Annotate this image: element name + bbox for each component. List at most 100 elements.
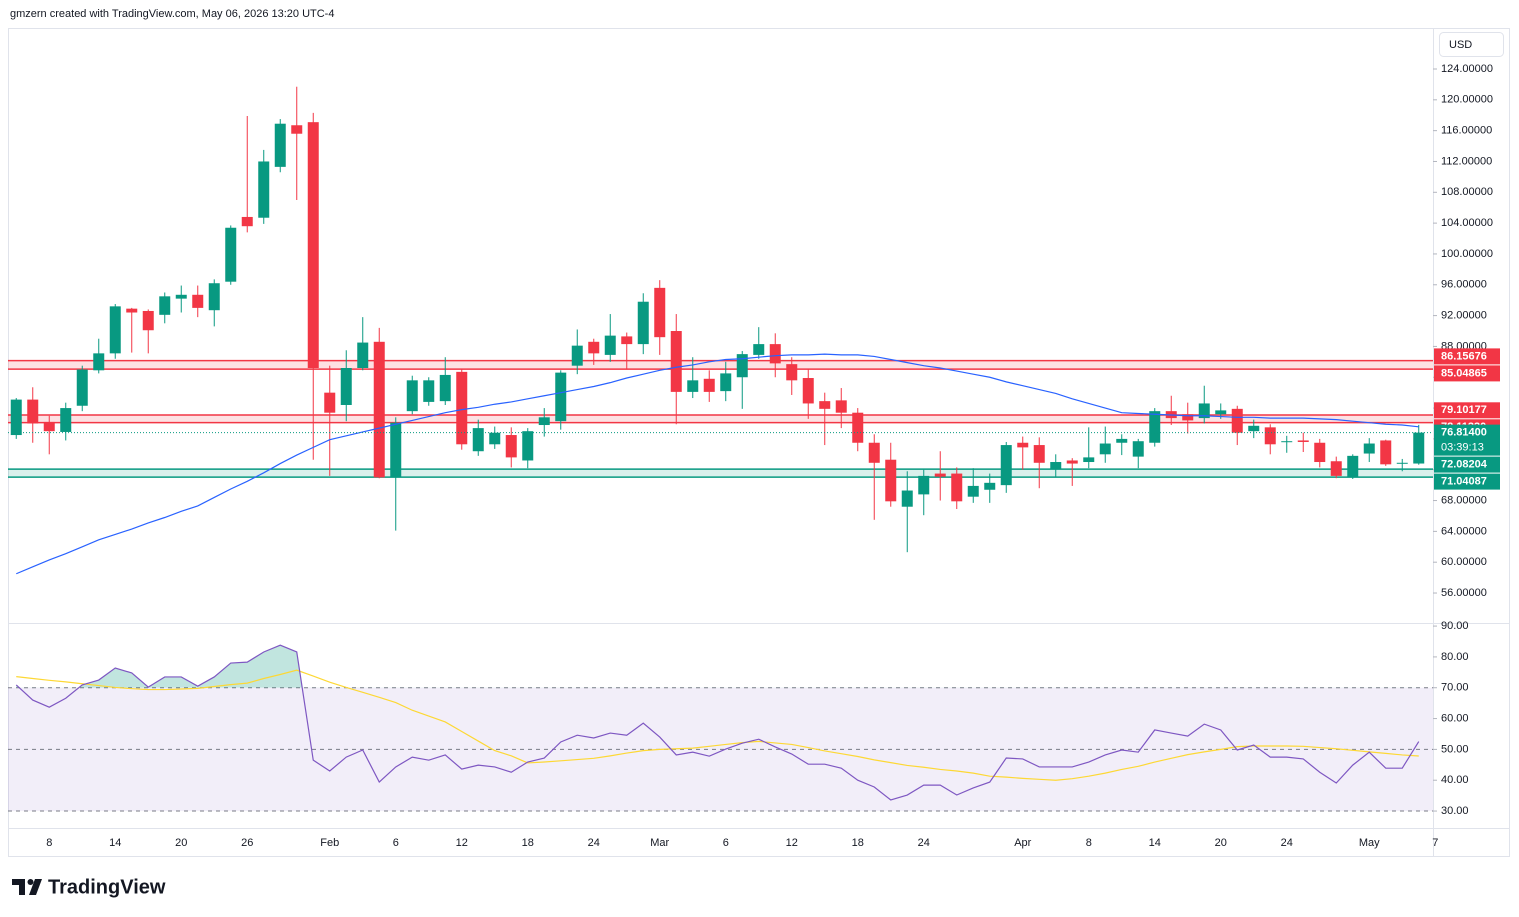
zone-price-label: 79.10177 (1441, 404, 1487, 416)
x-tick-label: 18 (852, 837, 864, 849)
rsi-tick-label: 50.00 (1441, 743, 1469, 755)
x-tick-label: 6 (393, 837, 399, 849)
candle-body (951, 473, 963, 502)
candle-body (208, 283, 220, 311)
x-tick-label: 24 (588, 837, 600, 849)
x-tick-label: 20 (1215, 837, 1227, 849)
x-tick-label: 6 (723, 837, 729, 849)
rsi-ma-line (16, 669, 1419, 781)
candle-body (1380, 440, 1392, 465)
last-price-label: 76.81400 (1441, 427, 1487, 439)
rsi-tick-label: 90.00 (1441, 620, 1469, 632)
candle-body (357, 342, 369, 368)
candle-body (852, 412, 864, 443)
candle-body (1347, 455, 1359, 477)
candle-body (291, 125, 303, 134)
candle-body (1363, 443, 1375, 454)
rsi-line (15, 644, 1420, 801)
rsi-tick-label: 30.00 (1441, 805, 1469, 817)
x-tick-label: 8 (1086, 837, 1092, 849)
candle-body (654, 287, 666, 338)
candle-body (324, 392, 336, 413)
candle-body (984, 482, 996, 490)
chart-frame (8, 28, 1510, 857)
candle-body (439, 374, 451, 402)
price-tick-label: 120.00000 (1441, 94, 1493, 106)
zone-price-box (1434, 456, 1500, 473)
price-tick-label: 68.00000 (1441, 494, 1487, 506)
rsi-tick-label: 60.00 (1441, 712, 1469, 724)
x-tick-label: Mar (650, 837, 669, 849)
x-tick-label: 24 (918, 837, 930, 849)
x-tick-label: 24 (1281, 837, 1293, 849)
candle-body (1330, 461, 1342, 476)
rsi-tick-label: 70.00 (1441, 682, 1469, 694)
candle-body (1215, 410, 1227, 415)
price-pane (8, 86, 1433, 575)
candle-body (258, 161, 270, 218)
candle-body (1083, 457, 1095, 463)
logo-v (29, 879, 42, 895)
zone-price-box (1434, 402, 1500, 419)
candle-body (885, 459, 897, 502)
brand-logo (12, 879, 42, 895)
candle-body (489, 432, 501, 445)
candle-body (1050, 462, 1062, 469)
logo-t (12, 879, 25, 895)
candle-body (687, 380, 699, 392)
candle-body (93, 353, 105, 371)
zone-price-label: 86.15676 (1441, 350, 1487, 362)
candle-body (835, 400, 847, 413)
candle-body (60, 408, 72, 432)
price-tick-label: 116.00000 (1441, 125, 1492, 137)
candle-body (1297, 440, 1309, 442)
zone-fill (8, 414, 1433, 423)
logo-dot (27, 879, 34, 885)
x-tick-label: 7 (1432, 837, 1438, 849)
candle-body (1281, 441, 1293, 443)
candle-body (225, 227, 237, 282)
sma-line (16, 353, 1419, 575)
candle-body (802, 378, 814, 404)
candle-body (637, 301, 649, 345)
candle-body (76, 369, 88, 406)
x-tick-label: 8 (46, 837, 52, 849)
candle-body (1149, 411, 1161, 443)
candle-body (538, 417, 550, 426)
rsi-pane (8, 644, 1433, 812)
x-tick-label: 14 (109, 837, 121, 849)
candle-body (109, 306, 121, 354)
candle-body (10, 399, 22, 436)
price-tick-label: 100.00000 (1441, 248, 1493, 260)
price-tick-label: 64.00000 (1441, 525, 1487, 537)
currency-button[interactable] (1439, 32, 1504, 57)
candle-body (307, 122, 319, 368)
candle-body (1314, 442, 1326, 463)
candle-body (1413, 432, 1425, 464)
price-tick-label: 124.00000 (1441, 63, 1493, 75)
x-tick-label: 14 (1149, 837, 1161, 849)
zone-price-box (1434, 365, 1500, 382)
candle-body (1182, 414, 1194, 421)
candle-body (142, 310, 154, 331)
candle-body (406, 380, 418, 412)
candle-body (769, 344, 781, 364)
price-tick-label: 108.00000 (1441, 186, 1493, 198)
candle-body (423, 380, 435, 402)
x-tick-label: 26 (241, 837, 253, 849)
candle-body (555, 372, 567, 422)
price-tick-label: 56.00000 (1441, 587, 1487, 599)
currency-label: USD (1449, 39, 1472, 51)
candle-body (373, 341, 385, 478)
attribution: gmzern created with TradingView.com, May… (10, 8, 334, 20)
candle-body (1116, 438, 1128, 443)
candle-body (159, 296, 171, 315)
x-tick-label: 20 (175, 837, 187, 849)
x-tick-label: Feb (320, 837, 339, 849)
candle-body (736, 354, 748, 378)
price-tick-label: 112.00000 (1441, 155, 1492, 167)
countdown-label: 03:39:13 (1441, 442, 1484, 454)
price-tick-label: 96.00000 (1441, 279, 1487, 291)
